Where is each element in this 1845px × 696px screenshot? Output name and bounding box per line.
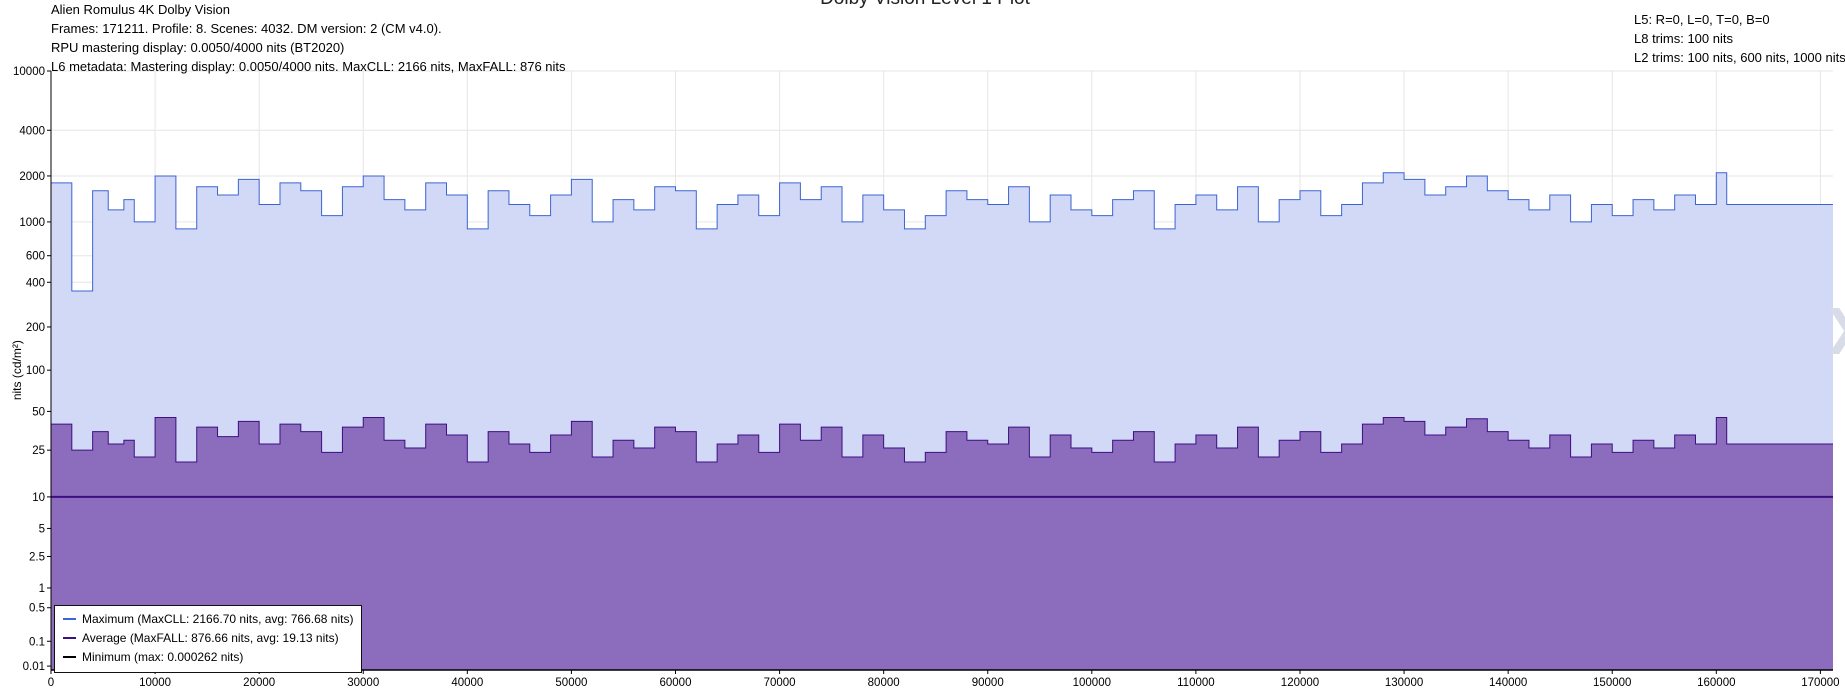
info-rpu-mastering: RPU mastering display: 0.0050/4000 nits … [51,40,345,55]
info-l8-trims: L8 trims: 100 nits [1634,31,1733,46]
y-tick-label: 600 [26,251,45,263]
legend-swatch-average [63,636,76,639]
y-tick-label: 2000 [19,171,45,183]
y-tick-label: 100 [26,365,45,377]
series-maximum-line [51,172,1833,292]
legend-label-maximum: Maximum (MaxCLL: 2166.70 nits, avg: 766.… [82,612,354,626]
series-average-line [51,416,1833,463]
file-info-panel: Alien Romulus 4K Dolby Vision Frames: 17… [51,0,566,76]
legend-label-minimum: Minimum (max: 0.000262 nits) [82,650,244,664]
series-layer [51,172,1833,671]
chart-legend: Maximum (MaxCLL: 2166.70 nits, avg: 766.… [54,605,362,673]
x-tick-label: 170000 [1801,677,1839,689]
x-tick-label: 30000 [347,677,379,689]
trim-info-panel: L5: R=0, L=0, T=0, B=0 L8 trims: 100 nit… [1634,10,1845,67]
legend-item-average: Average (MaxFALL: 876.66 nits, avg: 19.1… [63,629,339,647]
y-tick-label: 4000 [19,125,45,137]
x-tick-label: 100000 [1073,677,1111,689]
x-tick-label: 130000 [1385,677,1423,689]
y-tick-label: 0.5 [29,603,45,615]
legend-swatch-maximum [63,617,76,620]
x-tick-label: 120000 [1281,677,1319,689]
info-l6-metadata: L6 metadata: Mastering display: 0.0050/4… [51,59,566,74]
x-tick-label: 70000 [764,677,796,689]
y-tick-label: 1 [39,583,45,595]
y-tick-label: 400 [26,277,45,289]
x-tick-label: 140000 [1489,677,1527,689]
y-tick-label: 10000 [13,66,45,78]
info-title: Alien Romulus 4K Dolby Vision [51,2,230,17]
y-tick-label: 0.01 [23,661,45,673]
legend-label-average: Average (MaxFALL: 876.66 nits, avg: 19.1… [82,631,339,645]
y-tick-label: 50 [32,406,45,418]
y-tick-label: 1000 [19,217,45,229]
chart-title: Dolby Vision Level 1 Plot [700,0,1150,10]
x-tick-label: 90000 [972,677,1004,689]
x-tick-label: 0 [48,677,54,689]
series-average-area [51,417,1833,670]
legend-item-maximum: Maximum (MaxCLL: 2166.70 nits, avg: 766.… [63,610,353,628]
y-axis-title: nits (cd/m²) [10,340,24,400]
x-tick-label: 80000 [868,677,900,689]
legend-swatch-minimum [63,655,76,658]
legend-item-minimum: Minimum (max: 0.000262 nits) [63,648,243,666]
y-tick-label: 200 [26,322,45,334]
x-tick-label: 110000 [1177,677,1215,689]
y-tick-label: 25 [32,445,45,457]
x-tick-label: 150000 [1593,677,1631,689]
x-tick-label: 10000 [139,677,171,689]
y-tick-label: 10 [32,492,45,504]
x-tick-label: 20000 [243,677,275,689]
y-tick-label: 5 [39,523,45,535]
y-tick-label: 0.1 [29,636,45,648]
info-l2-trims: L2 trims: 100 nits, 600 nits, 1000 nits [1634,50,1845,65]
x-tick-label: 40000 [451,677,483,689]
x-tick-label: 60000 [660,677,692,689]
y-tick-label: 2.5 [29,551,45,563]
info-l5: L5: R=0, L=0, T=0, B=0 [1634,12,1770,27]
axes: 0 10000 20000 30000 40000 50000 60000 70000 8000… [10,66,1840,689]
info-frames: Frames: 171211. Profile: 8. Scenes: 4032… [51,21,442,36]
chevron-right-icon[interactable]: ❯ [1822,300,1845,354]
x-tick-label: 50000 [555,677,587,689]
x-tick-label: 160000 [1697,677,1735,689]
